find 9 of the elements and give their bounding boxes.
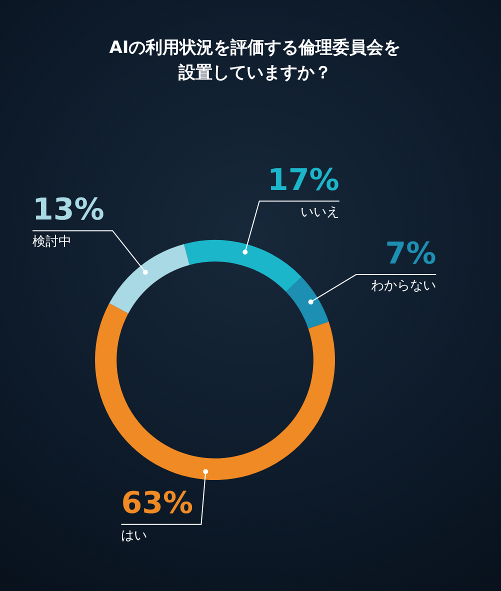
slice-label: わからない	[371, 278, 436, 294]
chart-title: AIの利用状況を評価する倫理委員会を設置していますか？	[108, 37, 402, 85]
data-label: 7%	[385, 236, 436, 272]
slice-label: 検討中	[32, 234, 72, 250]
data-label: 13%	[32, 192, 104, 228]
slice-label: はい	[121, 528, 148, 544]
data-label: 17%	[268, 162, 340, 198]
slice-label: いいえ	[300, 204, 340, 220]
data-label: 63%	[121, 486, 194, 522]
